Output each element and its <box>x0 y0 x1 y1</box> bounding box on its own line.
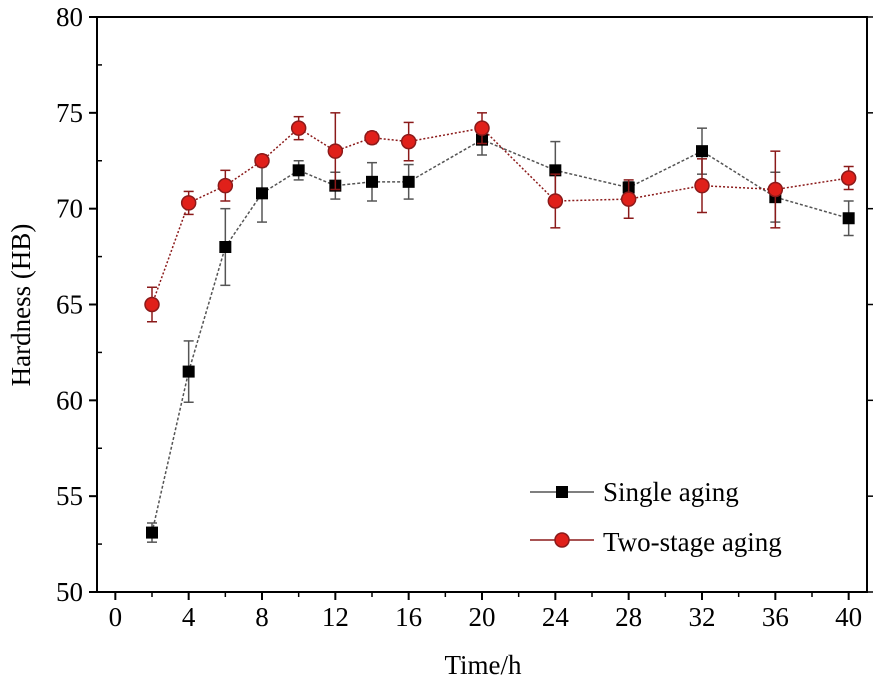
series-line <box>151 127 849 305</box>
plot-frame-layer <box>96 16 868 593</box>
data-point <box>696 145 708 158</box>
x-tick-label: 36 <box>762 602 789 632</box>
x-tick-label: 12 <box>322 602 349 632</box>
x-tick-label: 20 <box>469 602 496 632</box>
legend: Single aging Two-stage aging <box>530 477 782 557</box>
data-point <box>402 175 415 188</box>
data-point <box>180 195 197 211</box>
legend-label-single: Single aging <box>603 477 739 507</box>
ticks-layer: 0 4 8 12 16 20 24 28 32 36 40 50 55 60 65 70 75 80 <box>56 2 873 632</box>
series-single-aging <box>146 123 855 543</box>
x-tick-label: 8 <box>255 602 269 632</box>
series-layer <box>144 112 857 543</box>
x-tick-label: 28 <box>615 602 642 632</box>
x-axis-label: Time/h <box>444 650 522 680</box>
plot-frame <box>96 16 868 593</box>
data-point <box>290 120 307 136</box>
data-point <box>219 241 232 253</box>
data-point <box>474 120 490 136</box>
legend-marker-single <box>556 486 568 498</box>
y-tick-label: 50 <box>56 577 83 607</box>
series-two-stage-aging <box>144 112 857 323</box>
data-point <box>217 177 234 194</box>
data-point <box>547 193 564 209</box>
legend-marker-two-stage <box>554 532 570 548</box>
x-tick-label: 24 <box>542 602 570 632</box>
x-tick-label: 16 <box>395 602 422 632</box>
data-point <box>620 191 637 207</box>
data-point <box>292 164 305 177</box>
y-tick-label: 75 <box>56 98 83 128</box>
data-point <box>144 296 160 313</box>
data-point <box>400 133 417 150</box>
x-tick-label: 0 <box>109 602 123 632</box>
data-point <box>327 143 344 159</box>
y-tick-label: 65 <box>56 290 83 320</box>
x-tick-label: 40 <box>835 602 862 632</box>
data-point <box>146 526 158 539</box>
y-tick-label: 55 <box>56 481 83 511</box>
data-point <box>254 153 270 169</box>
data-point <box>364 130 380 146</box>
data-point <box>767 181 784 198</box>
y-tick-label: 70 <box>56 194 83 224</box>
data-point <box>840 170 857 186</box>
x-tick-label: 4 <box>182 602 196 632</box>
y-axis-label: Hardness (HB) <box>6 224 36 387</box>
data-point <box>694 177 710 194</box>
data-point <box>256 187 268 200</box>
data-point <box>842 212 855 225</box>
series-line <box>151 138 849 533</box>
data-point <box>549 164 562 177</box>
y-tick-label: 80 <box>56 2 83 32</box>
y-tick-label: 60 <box>56 385 83 415</box>
data-point <box>366 175 378 188</box>
x-tick-label: 32 <box>689 602 716 632</box>
legend-label-two-stage: Two-stage aging <box>603 527 782 557</box>
data-point <box>182 365 195 378</box>
